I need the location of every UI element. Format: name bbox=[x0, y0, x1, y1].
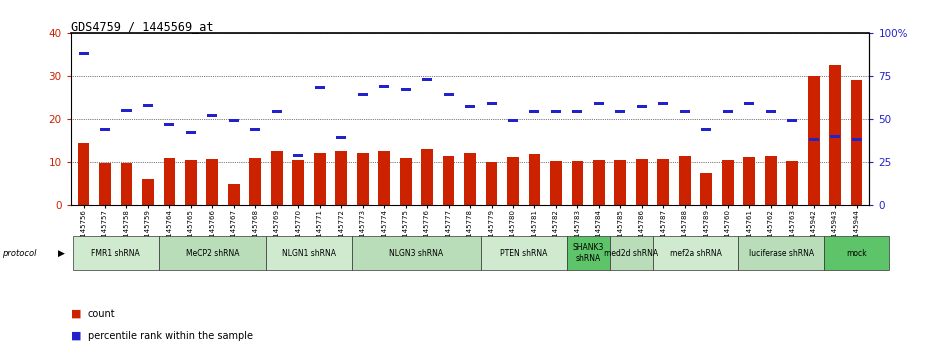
Bar bbox=[99, 163, 111, 205]
Bar bbox=[765, 155, 776, 205]
Text: med2d shRNA: med2d shRNA bbox=[604, 249, 658, 258]
Text: count: count bbox=[88, 309, 115, 319]
Text: GDS4759 / 1445569_at: GDS4759 / 1445569_at bbox=[71, 20, 213, 33]
Bar bbox=[679, 155, 690, 205]
Text: FMR1 shRNA: FMR1 shRNA bbox=[91, 249, 140, 258]
Bar bbox=[77, 143, 89, 205]
Bar bbox=[207, 114, 218, 117]
Bar bbox=[486, 102, 496, 105]
Text: percentile rank within the sample: percentile rank within the sample bbox=[88, 331, 252, 341]
Text: ■: ■ bbox=[71, 331, 81, 341]
Bar bbox=[787, 161, 798, 205]
Bar bbox=[636, 159, 648, 205]
Bar bbox=[100, 128, 110, 131]
Text: protocol: protocol bbox=[2, 249, 37, 258]
Bar bbox=[701, 128, 711, 131]
Bar bbox=[444, 93, 454, 96]
Bar bbox=[443, 155, 454, 205]
Bar bbox=[122, 109, 132, 112]
Bar bbox=[743, 157, 755, 205]
Bar bbox=[572, 161, 583, 205]
Text: SHANK3
shRNA: SHANK3 shRNA bbox=[573, 243, 604, 263]
Bar bbox=[164, 158, 175, 205]
Bar bbox=[335, 151, 347, 205]
Bar bbox=[228, 184, 240, 205]
Bar bbox=[700, 173, 712, 205]
Bar bbox=[250, 158, 261, 205]
Bar bbox=[229, 119, 239, 122]
Bar bbox=[421, 149, 433, 205]
Bar bbox=[722, 160, 734, 205]
Bar bbox=[314, 153, 326, 205]
Bar bbox=[807, 76, 820, 205]
Bar bbox=[680, 110, 690, 114]
Bar bbox=[508, 119, 518, 122]
Text: mef2a shRNA: mef2a shRNA bbox=[670, 249, 722, 258]
Text: luciferase shRNA: luciferase shRNA bbox=[749, 249, 814, 258]
Bar bbox=[315, 86, 325, 89]
Text: ▶: ▶ bbox=[58, 249, 65, 258]
Bar bbox=[143, 103, 153, 107]
Text: mock: mock bbox=[846, 249, 867, 258]
Bar bbox=[852, 138, 862, 141]
Bar bbox=[272, 110, 282, 114]
Bar bbox=[851, 80, 863, 205]
Bar bbox=[593, 102, 604, 105]
Bar bbox=[271, 151, 283, 205]
Bar bbox=[379, 85, 389, 87]
Bar bbox=[465, 105, 475, 108]
Bar bbox=[593, 160, 605, 205]
Bar bbox=[528, 154, 541, 205]
Text: NLGN3 shRNA: NLGN3 shRNA bbox=[389, 249, 444, 258]
Bar bbox=[637, 105, 647, 108]
Bar bbox=[658, 159, 669, 205]
Bar bbox=[379, 151, 390, 205]
Text: NLGN1 shRNA: NLGN1 shRNA bbox=[282, 249, 336, 258]
Bar bbox=[422, 78, 432, 81]
Bar bbox=[486, 162, 497, 205]
Text: ■: ■ bbox=[71, 309, 81, 319]
Bar bbox=[186, 131, 196, 134]
Bar bbox=[766, 110, 775, 114]
Bar bbox=[723, 110, 733, 114]
Bar bbox=[357, 152, 368, 205]
Bar bbox=[744, 102, 755, 105]
Bar bbox=[336, 136, 347, 139]
Bar bbox=[464, 153, 476, 205]
Bar bbox=[165, 123, 174, 126]
Bar bbox=[551, 110, 561, 114]
Bar bbox=[550, 161, 561, 205]
Bar bbox=[292, 160, 304, 205]
Bar bbox=[206, 159, 219, 205]
Text: PTEN shRNA: PTEN shRNA bbox=[500, 249, 547, 258]
Bar bbox=[529, 110, 540, 114]
Bar bbox=[829, 65, 841, 205]
Bar bbox=[788, 119, 797, 122]
Bar bbox=[615, 110, 625, 114]
Bar bbox=[293, 154, 303, 156]
Bar bbox=[507, 157, 519, 205]
Bar bbox=[251, 128, 260, 131]
Bar bbox=[808, 138, 819, 141]
Bar bbox=[78, 52, 89, 55]
Bar bbox=[830, 135, 840, 138]
Bar bbox=[400, 88, 411, 91]
Bar bbox=[142, 179, 154, 205]
Bar bbox=[614, 160, 626, 205]
Bar bbox=[658, 102, 668, 105]
Bar bbox=[358, 93, 367, 96]
Bar bbox=[399, 158, 412, 205]
Text: MeCP2 shRNA: MeCP2 shRNA bbox=[186, 249, 239, 258]
Bar bbox=[121, 163, 133, 205]
Bar bbox=[573, 110, 582, 114]
Bar bbox=[185, 160, 197, 205]
